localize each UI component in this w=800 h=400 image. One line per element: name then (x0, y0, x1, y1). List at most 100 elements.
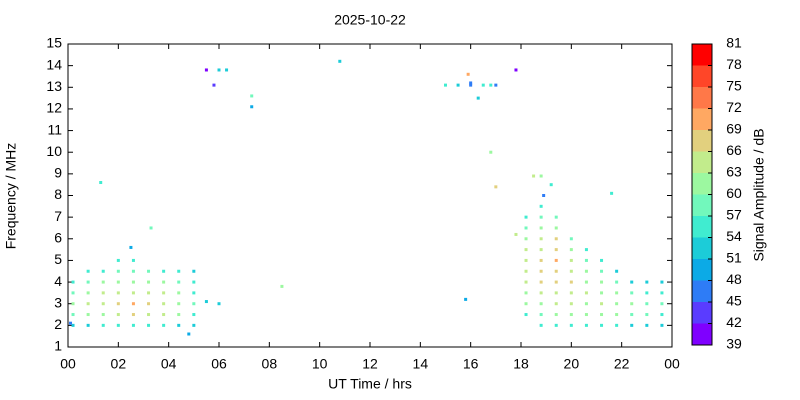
data-point (131, 313, 135, 317)
data-point (610, 191, 614, 195)
data-point (192, 313, 196, 317)
data-point (569, 269, 573, 273)
data-point (131, 258, 135, 262)
data-point (524, 302, 528, 306)
colorbar-band (692, 323, 712, 345)
colorbar-band (692, 237, 712, 259)
data-point (615, 313, 619, 317)
y-tick-label: 15 (46, 35, 62, 51)
data-point (539, 204, 543, 208)
data-point (615, 280, 619, 284)
x-tick-label: 02 (111, 356, 127, 372)
data-point (116, 280, 120, 284)
colorbar-band (692, 108, 712, 130)
data-point (147, 269, 151, 273)
data-point (131, 323, 135, 327)
x-tick-label: 14 (413, 356, 429, 372)
data-point (660, 291, 664, 295)
data-point (116, 258, 120, 262)
y-tick-label: 1 (54, 338, 62, 354)
data-point (569, 237, 573, 241)
x-tick-label: 06 (211, 356, 227, 372)
colorbar-tick-label: 48 (726, 271, 742, 287)
y-tick-label: 2 (54, 316, 62, 332)
data-point (524, 291, 528, 295)
colorbar-band (692, 280, 712, 302)
colorbar-band (692, 87, 712, 109)
data-point (584, 323, 588, 327)
data-point (554, 237, 558, 241)
data-point (116, 291, 120, 295)
data-point (177, 323, 181, 327)
y-tick-label: 9 (54, 165, 62, 181)
data-point (630, 313, 634, 317)
data-point (539, 174, 543, 178)
data-point (645, 280, 649, 284)
data-point (645, 323, 649, 327)
x-tick-label: 18 (513, 356, 529, 372)
data-point (131, 280, 135, 284)
y-tick-label: 13 (46, 78, 62, 94)
data-point (539, 302, 543, 306)
data-point (645, 313, 649, 317)
data-point (192, 323, 196, 327)
x-tick-label: 00 (60, 356, 76, 372)
x-tick-label: 00 (664, 356, 680, 372)
data-point (469, 81, 473, 85)
data-point (250, 105, 254, 109)
data-point (600, 258, 604, 262)
x-axis-label: UT Time / hrs (328, 376, 412, 392)
colorbar-band (692, 151, 712, 173)
colorbar-band (692, 44, 712, 66)
data-point (539, 280, 543, 284)
data-point (101, 323, 105, 327)
data-point (539, 258, 543, 262)
colorbar-tick-label: 72 (726, 99, 742, 115)
data-point (584, 291, 588, 295)
data-point (600, 291, 604, 295)
colorbar-band (692, 194, 712, 216)
colorbar-band (692, 259, 712, 281)
data-point (466, 72, 470, 76)
data-point (539, 313, 543, 317)
data-point (86, 302, 90, 306)
data-point (217, 302, 221, 306)
data-point (569, 280, 573, 284)
data-point (600, 302, 604, 306)
data-point (149, 226, 153, 230)
data-point (217, 68, 221, 72)
data-point (86, 323, 90, 327)
data-point (584, 302, 588, 306)
data-point (192, 291, 196, 295)
data-point (615, 302, 619, 306)
data-point (147, 291, 151, 295)
data-point (554, 248, 558, 252)
colorbar-label: Signal Amplitude / dB (751, 128, 767, 261)
y-tick-label: 3 (54, 294, 62, 310)
data-point (539, 269, 543, 273)
data-point (600, 280, 604, 284)
data-point (630, 302, 634, 306)
data-point (524, 313, 528, 317)
data-point (615, 269, 619, 273)
data-point (116, 313, 120, 317)
data-point (86, 291, 90, 295)
y-tick-label: 4 (54, 273, 62, 289)
data-point (101, 302, 105, 306)
data-point (99, 181, 103, 185)
colorbar-tick-label: 54 (726, 228, 742, 244)
data-point (162, 323, 166, 327)
data-point (600, 313, 604, 317)
colorbar-band (692, 216, 712, 238)
colorbar-band (692, 65, 712, 87)
data-point (476, 96, 480, 100)
data-point (177, 280, 181, 284)
data-point (71, 280, 75, 284)
data-point (524, 215, 528, 219)
colorbar-tick-label: 78 (726, 56, 742, 72)
data-point (584, 248, 588, 252)
data-point (554, 269, 558, 273)
y-tick-label: 7 (54, 208, 62, 224)
data-point (584, 258, 588, 262)
data-point (162, 269, 166, 273)
